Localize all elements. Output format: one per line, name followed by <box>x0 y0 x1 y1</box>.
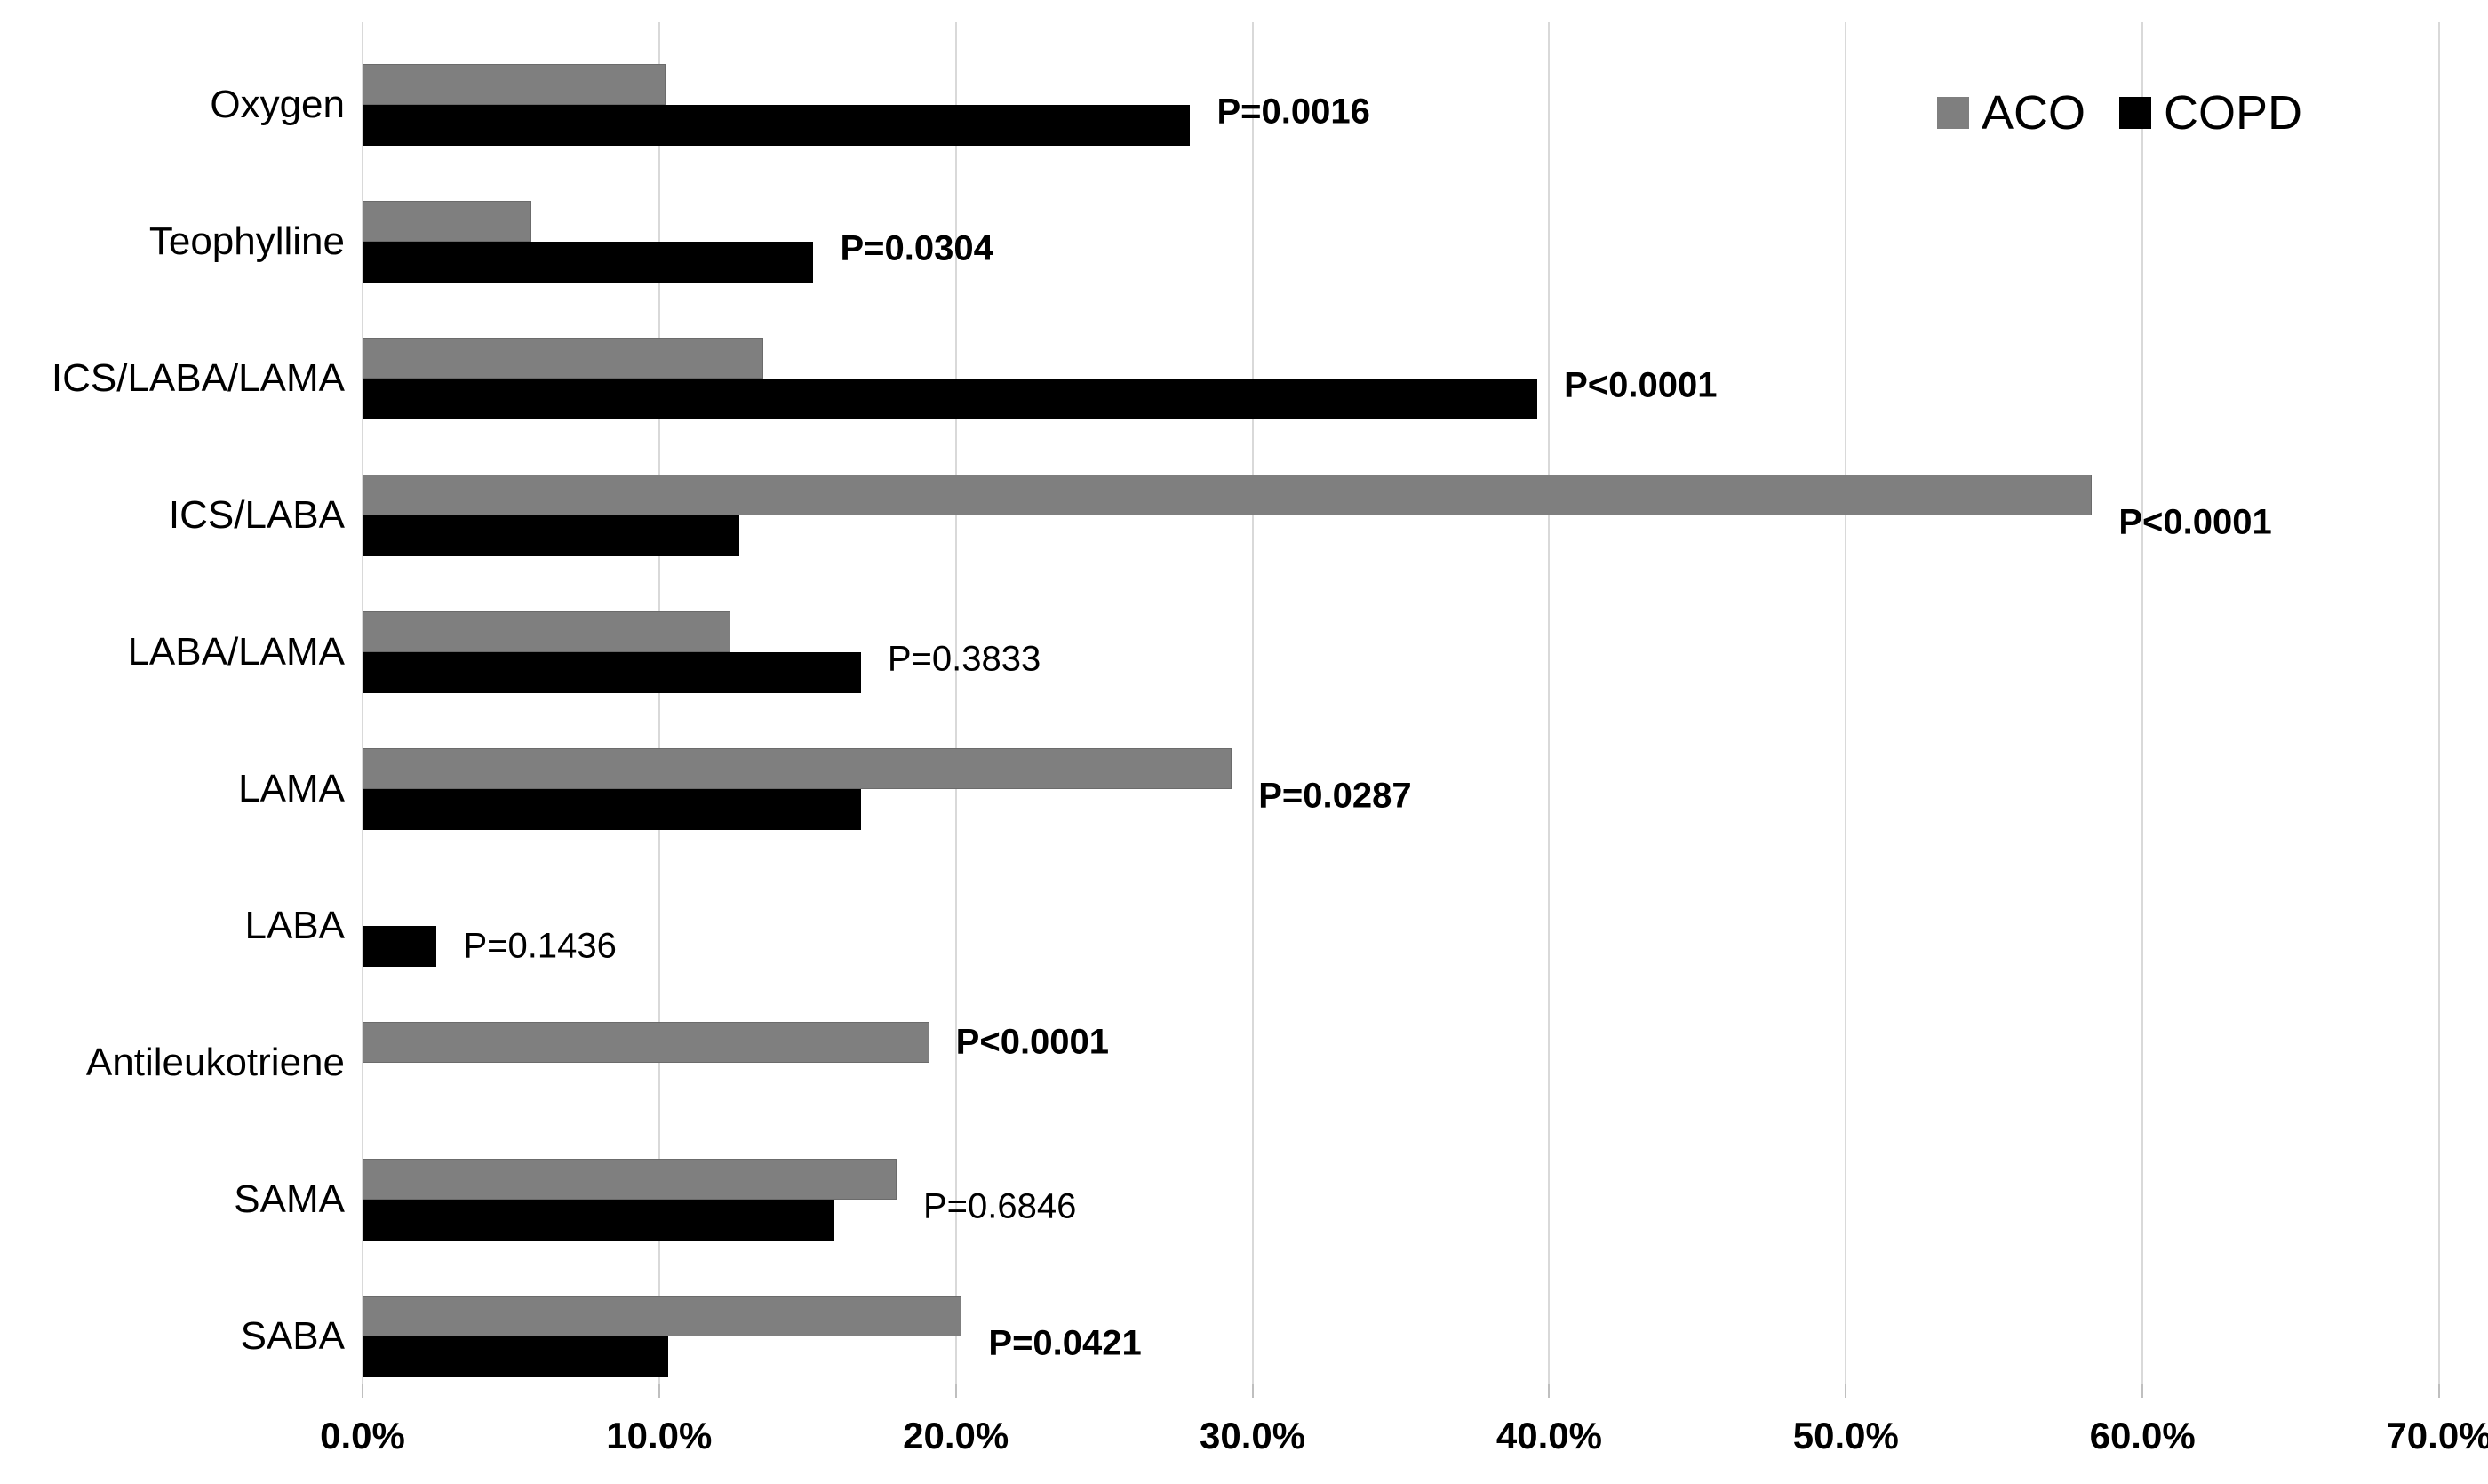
x-axis-tick-label: 60.0% <box>2089 1415 2196 1456</box>
category-label: LABA/LAMA <box>127 630 345 674</box>
bar-aco-laba-lama <box>363 611 730 652</box>
category-label: LAMA <box>238 767 345 810</box>
x-axis-tick-label: 0.0% <box>320 1415 405 1456</box>
axis-tick <box>2141 1384 2144 1398</box>
legend-entry-copd: COPD <box>2119 89 2302 137</box>
bar-aco-antileukotriene <box>363 1022 929 1063</box>
p-value-label: P=0.0304 <box>840 228 993 268</box>
gridline <box>1845 22 1847 1384</box>
p-value-label: P<0.0001 <box>1564 365 1718 405</box>
bar-copd-oxygen <box>363 105 1191 146</box>
bar-copd-laba <box>363 926 437 967</box>
category-label: SAMA <box>234 1177 345 1221</box>
bar-copd-ics-laba-lama <box>363 379 1538 419</box>
gridline <box>1548 22 1551 1384</box>
axis-tick <box>1548 1384 1551 1398</box>
category-label: Teophylline <box>148 219 345 263</box>
x-axis-tick-label: 40.0% <box>1495 1415 1602 1456</box>
x-axis-tick-label: 70.0% <box>2386 1415 2488 1456</box>
p-value-label: P<0.0001 <box>955 1022 1110 1062</box>
x-axis-tick-label: 20.0% <box>903 1415 1009 1456</box>
axis-tick <box>1845 1384 1847 1398</box>
gridline <box>954 22 957 1384</box>
p-value-label: P<0.0001 <box>2118 502 2272 542</box>
category-label: ICS/LABA <box>168 493 345 537</box>
gridline <box>362 22 363 1384</box>
bar-aco-oxygen <box>363 64 666 105</box>
category-label: SABA <box>240 1314 345 1358</box>
gridline <box>2141 22 2144 1384</box>
x-axis-tick-label: 50.0% <box>1792 1415 1899 1456</box>
axis-tick <box>2438 1384 2440 1398</box>
category-label: ICS/LABA/LAMA <box>51 356 345 400</box>
p-value-label: P=0.6846 <box>922 1186 1077 1226</box>
p-value-label: P=0.0421 <box>988 1323 1142 1363</box>
copd-swatch-icon <box>2119 97 2152 129</box>
bar-aco-sama <box>363 1159 897 1200</box>
p-value-label: P=0.0016 <box>1216 92 1370 132</box>
bar-copd-ics-laba <box>363 515 739 556</box>
bar-aco-ics-laba <box>363 475 2093 515</box>
legend: ACO COPD <box>1937 89 2302 137</box>
bar-copd-laba-lama <box>363 652 861 693</box>
legend-label-aco: ACO <box>1982 86 2086 140</box>
category-label: LABA <box>244 904 345 947</box>
legend-entry-aco: ACO <box>1937 89 2085 137</box>
x-axis-tick-label: 30.0% <box>1200 1415 1306 1456</box>
bar-copd-saba <box>363 1336 668 1377</box>
axis-tick <box>1251 1384 1254 1398</box>
gridline <box>658 22 660 1384</box>
axis-tick <box>658 1384 660 1398</box>
bar-copd-lama <box>363 789 861 830</box>
x-axis-tick-label: 10.0% <box>606 1415 713 1456</box>
bar-aco-ics-laba-lama <box>363 338 763 379</box>
bar-copd-teophylline <box>363 242 814 283</box>
bar-aco-lama <box>363 748 1232 789</box>
category-label: Antileukotriene <box>85 1041 345 1084</box>
bar-aco-saba <box>363 1296 962 1336</box>
axis-tick <box>954 1384 957 1398</box>
p-value-label: P=0.1436 <box>463 926 617 966</box>
aco-swatch-icon <box>1937 97 1969 129</box>
axis-tick <box>362 1384 363 1398</box>
p-value-label: P=0.0287 <box>1258 776 1412 816</box>
gridline <box>1251 22 1254 1384</box>
p-value-label: P=0.3833 <box>887 639 1041 679</box>
bar-copd-sama <box>363 1200 834 1241</box>
category-label: Oxygen <box>210 83 345 126</box>
legend-label-copd: COPD <box>2164 86 2303 140</box>
gridline <box>2438 22 2440 1384</box>
bar-aco-teophylline <box>363 201 532 242</box>
